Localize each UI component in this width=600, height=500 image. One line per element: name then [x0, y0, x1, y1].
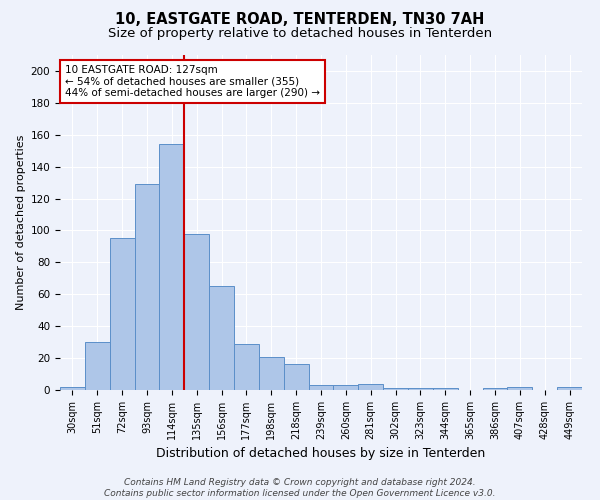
- Y-axis label: Number of detached properties: Number of detached properties: [16, 135, 26, 310]
- Text: Contains HM Land Registry data © Crown copyright and database right 2024.
Contai: Contains HM Land Registry data © Crown c…: [104, 478, 496, 498]
- Bar: [358, 384, 383, 390]
- Bar: [234, 344, 259, 390]
- Text: 10 EASTGATE ROAD: 127sqm
← 54% of detached houses are smaller (355)
44% of semi-: 10 EASTGATE ROAD: 127sqm ← 54% of detach…: [65, 65, 320, 98]
- Bar: [209, 286, 234, 390]
- Bar: [160, 144, 184, 390]
- Bar: [259, 356, 284, 390]
- Bar: [334, 385, 358, 390]
- Bar: [284, 364, 308, 390]
- Bar: [60, 387, 85, 390]
- Bar: [408, 388, 433, 390]
- Bar: [433, 388, 458, 390]
- Bar: [184, 234, 209, 390]
- Bar: [134, 184, 160, 390]
- Bar: [308, 385, 334, 390]
- Bar: [110, 238, 134, 390]
- Bar: [482, 388, 508, 390]
- Bar: [85, 342, 110, 390]
- Bar: [557, 387, 582, 390]
- Bar: [383, 388, 408, 390]
- X-axis label: Distribution of detached houses by size in Tenterden: Distribution of detached houses by size …: [157, 448, 485, 460]
- Text: 10, EASTGATE ROAD, TENTERDEN, TN30 7AH: 10, EASTGATE ROAD, TENTERDEN, TN30 7AH: [115, 12, 485, 28]
- Text: Size of property relative to detached houses in Tenterden: Size of property relative to detached ho…: [108, 28, 492, 40]
- Bar: [508, 387, 532, 390]
